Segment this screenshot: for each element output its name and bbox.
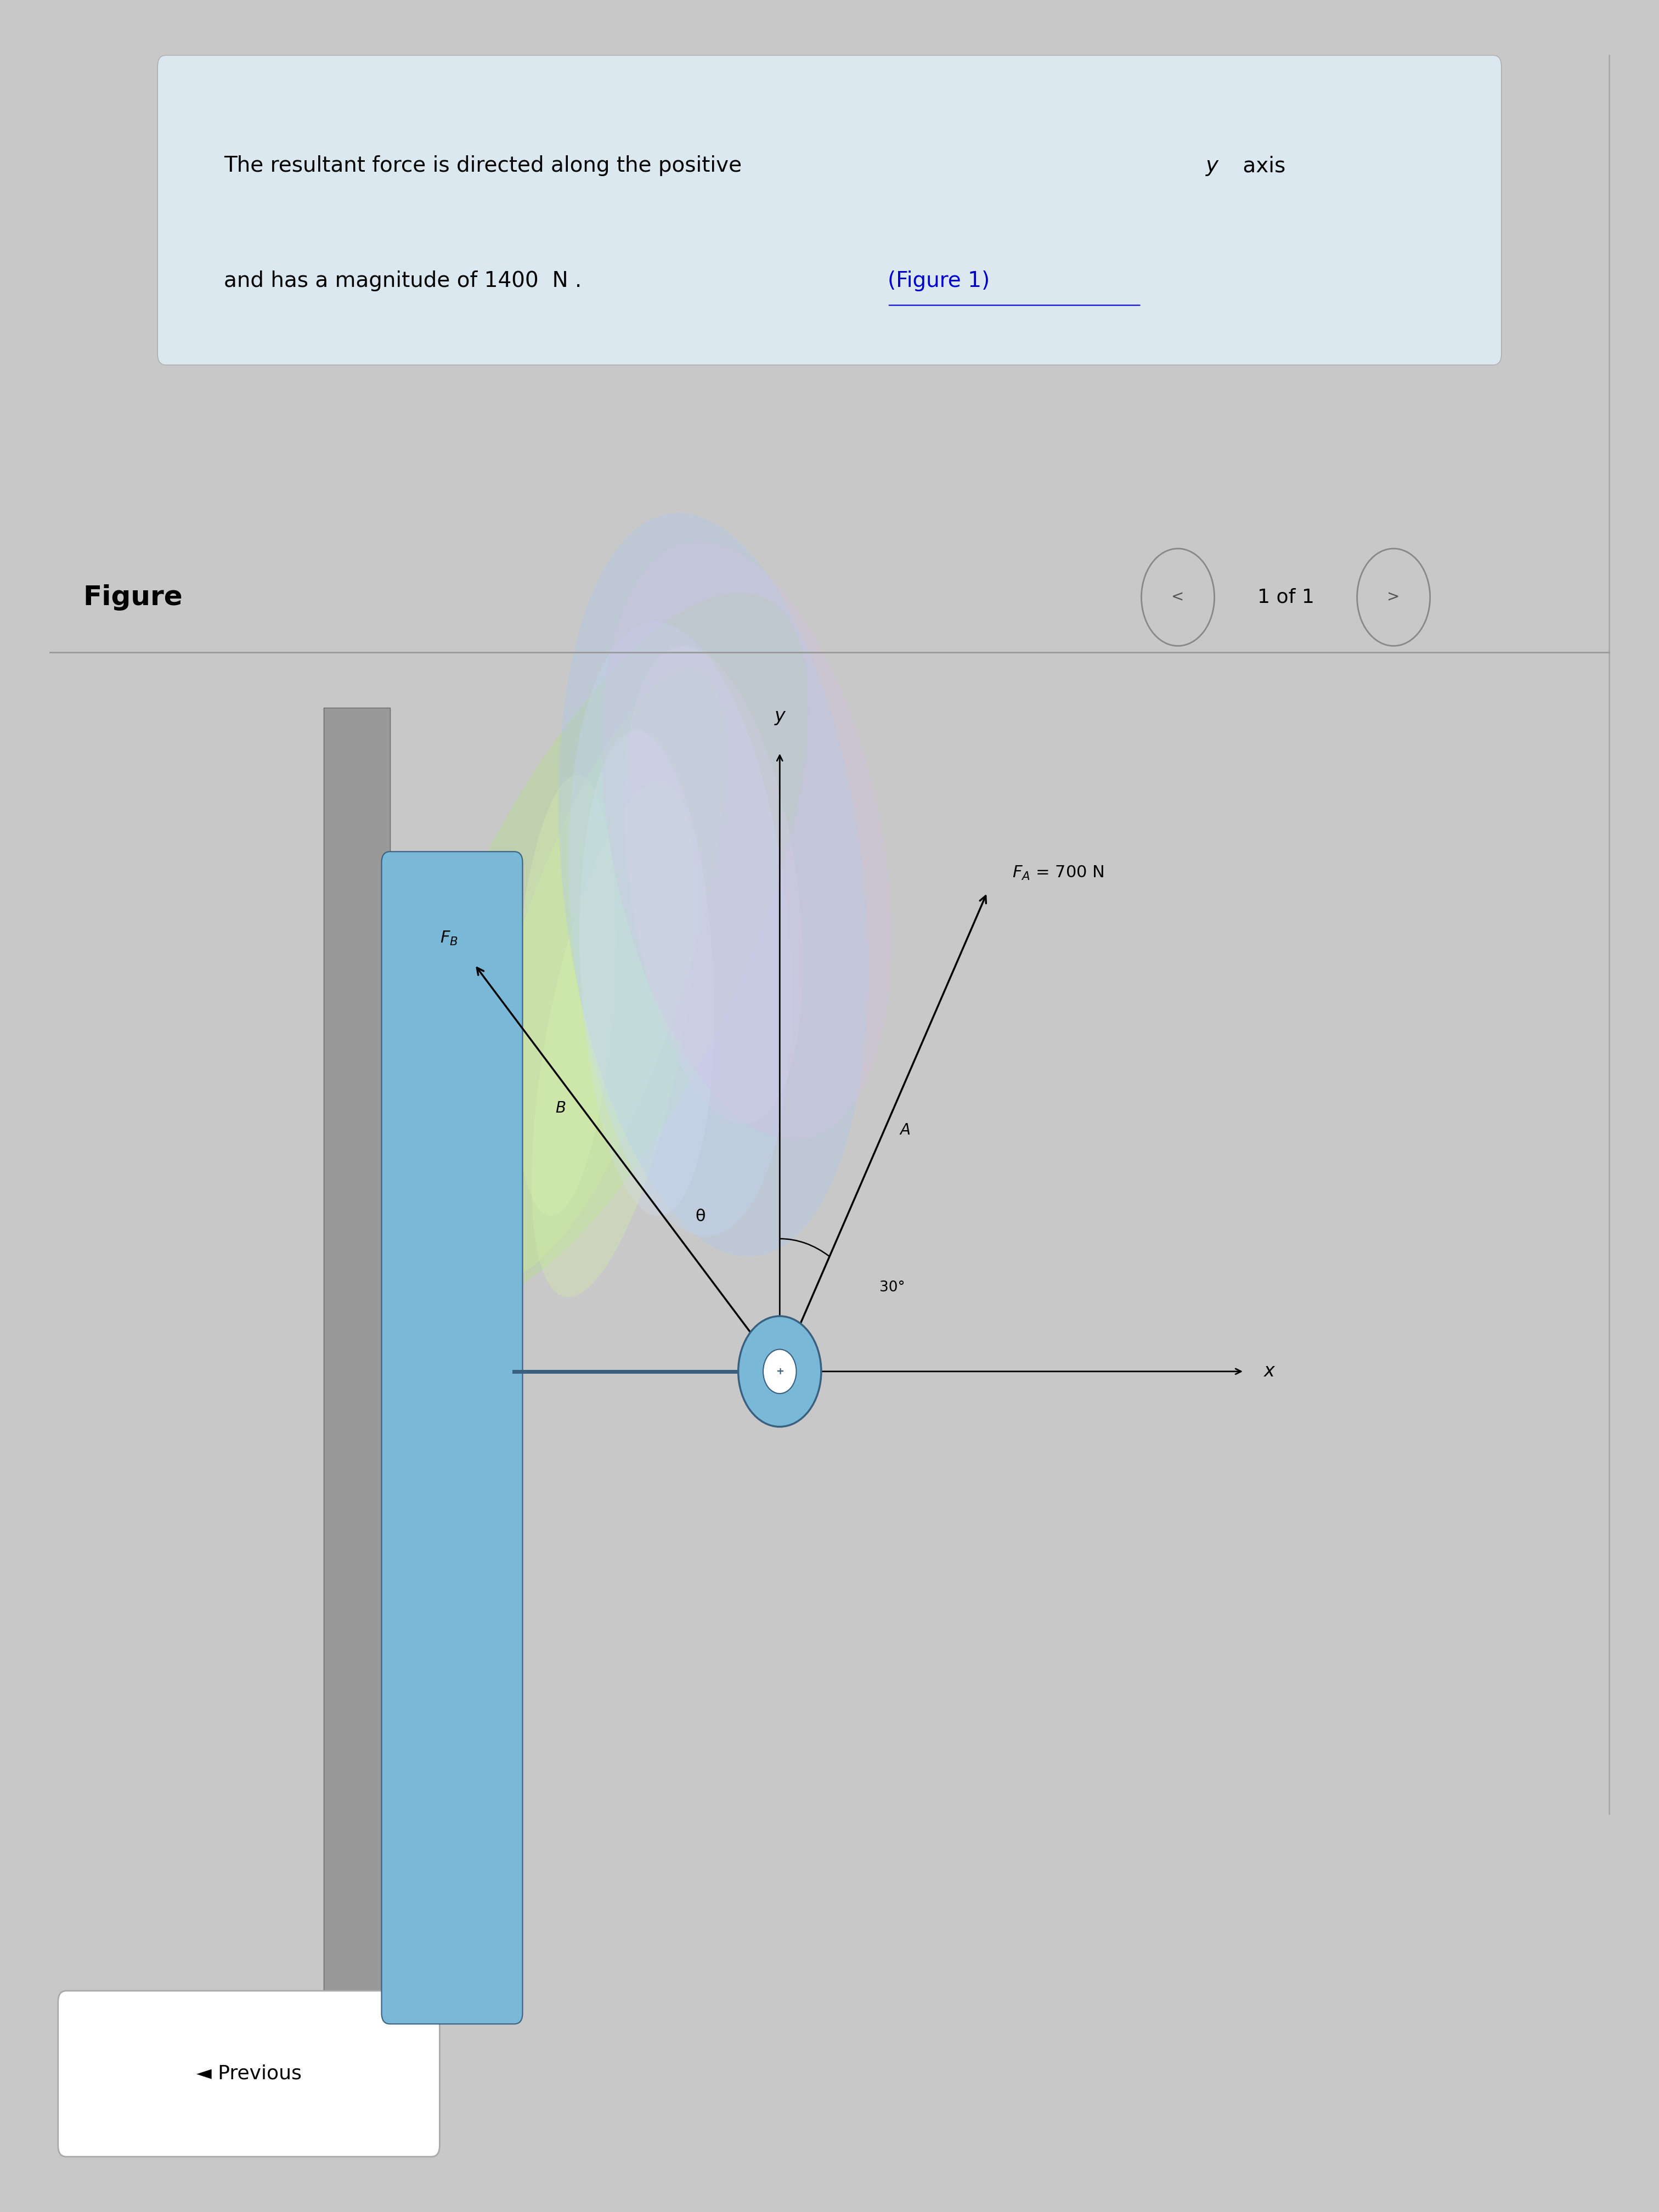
Text: +: + xyxy=(776,1367,783,1376)
Text: >: > xyxy=(1387,591,1400,604)
Text: x: x xyxy=(1264,1363,1276,1380)
Text: 30°: 30° xyxy=(879,1281,904,1294)
Text: A: A xyxy=(899,1121,911,1137)
Text: The resultant force is directed along the positive: The resultant force is directed along th… xyxy=(224,155,748,177)
Text: (Figure 1): (Figure 1) xyxy=(888,270,990,292)
Text: <: < xyxy=(1171,591,1185,604)
Ellipse shape xyxy=(513,774,615,1217)
Ellipse shape xyxy=(601,542,893,1139)
Text: ◄ Previous: ◄ Previous xyxy=(196,2064,302,2084)
Text: $F_B$: $F_B$ xyxy=(440,929,458,947)
Text: $F_A$ = 700 N: $F_A$ = 700 N xyxy=(1012,865,1103,880)
Circle shape xyxy=(763,1349,796,1394)
Text: θ: θ xyxy=(695,1208,705,1225)
Circle shape xyxy=(738,1316,821,1427)
Text: Figure: Figure xyxy=(83,584,182,611)
Ellipse shape xyxy=(569,622,791,1237)
Bar xyxy=(324,708,390,2035)
FancyBboxPatch shape xyxy=(158,55,1501,365)
FancyBboxPatch shape xyxy=(58,1991,440,2157)
Text: axis: axis xyxy=(1236,155,1286,177)
Ellipse shape xyxy=(468,668,727,1279)
Ellipse shape xyxy=(559,513,868,1256)
FancyBboxPatch shape xyxy=(382,852,523,2024)
Text: B: B xyxy=(556,1102,566,1115)
Text: y: y xyxy=(775,708,785,726)
Ellipse shape xyxy=(579,730,715,1217)
Text: and has a magnitude of 1400  N .: and has a magnitude of 1400 N . xyxy=(224,270,589,292)
Ellipse shape xyxy=(531,783,697,1296)
Ellipse shape xyxy=(387,593,808,1310)
Ellipse shape xyxy=(624,646,803,1124)
Text: y: y xyxy=(1206,155,1219,177)
Text: 1 of 1: 1 of 1 xyxy=(1258,588,1314,606)
